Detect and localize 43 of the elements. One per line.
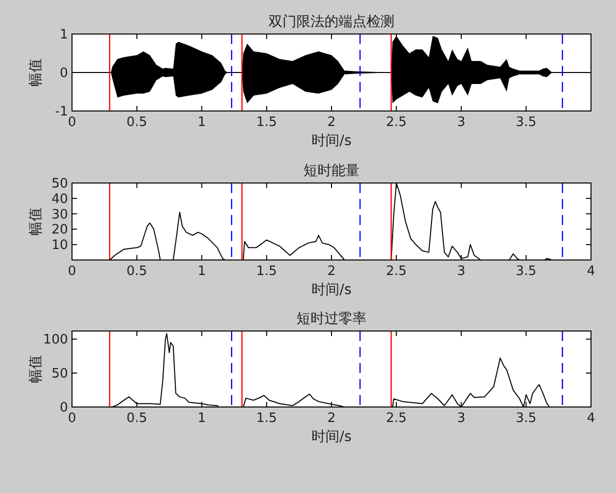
x-axis-title: 时间/s: [311, 429, 352, 445]
y-axis-title: 幅值: [28, 355, 44, 383]
x-tick-label: 3: [457, 411, 466, 426]
x-tick-label: 2.5: [386, 264, 407, 279]
x-tick-label: 1: [198, 411, 206, 426]
y-tick-label: -1: [55, 104, 68, 120]
x-tick-label: 1.5: [256, 411, 277, 426]
chart-title: 短时能量: [304, 163, 360, 179]
x-tick-label: 0.5: [126, 115, 148, 130]
x-tick-label: 2: [327, 115, 336, 130]
x-tick-label: 2.5: [386, 115, 407, 130]
x-tick-label: 3.5: [516, 115, 536, 130]
x-tick-label: 3.5: [516, 411, 536, 426]
chart-title: 短时过零率: [296, 311, 366, 327]
x-tick-label: 1.5: [256, 264, 277, 279]
x-tick-label: 1: [198, 115, 206, 130]
x-axis-title: 时间/s: [311, 282, 352, 298]
chart-title: 双门限法的端点检测: [268, 14, 394, 30]
x-tick-label: 3.5: [516, 264, 536, 279]
x-tick-label: 4: [586, 411, 596, 426]
x-tick-label: 0.5: [126, 411, 148, 426]
x-tick-label: 3: [457, 115, 466, 130]
y-tick-label: 30: [51, 207, 68, 222]
y-tick-label: 10: [51, 238, 68, 254]
y-axis-title: 幅值: [28, 208, 44, 236]
y-tick-label: 40: [51, 192, 68, 207]
x-tick-label: 1: [198, 264, 206, 279]
x-tick-label: 4: [586, 264, 596, 279]
x-tick-label: 2: [327, 264, 336, 279]
x-tick-label: 2: [327, 411, 336, 426]
y-tick-label: 50: [51, 366, 68, 382]
x-tick-label: 1.5: [256, 115, 277, 130]
y-tick-label: 20: [51, 222, 68, 238]
x-tick-label: 2.5: [386, 411, 407, 426]
y-tick-label: 1: [60, 28, 68, 42]
y-axis-title: 幅值: [28, 58, 44, 86]
x-axis-title: 时间/s: [311, 133, 352, 149]
x-tick-label: 0.5: [126, 264, 148, 279]
y-tick-label: 100: [43, 332, 68, 348]
y-tick-label: 50: [51, 176, 68, 192]
x-tick-label: 3: [457, 264, 466, 279]
y-tick-label: 0: [60, 66, 68, 81]
y-tick-label: 0: [60, 400, 68, 416]
